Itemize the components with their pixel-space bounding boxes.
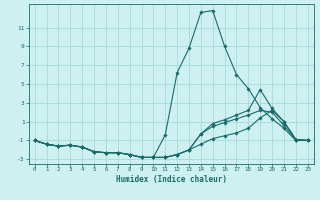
X-axis label: Humidex (Indice chaleur): Humidex (Indice chaleur)	[116, 175, 227, 184]
